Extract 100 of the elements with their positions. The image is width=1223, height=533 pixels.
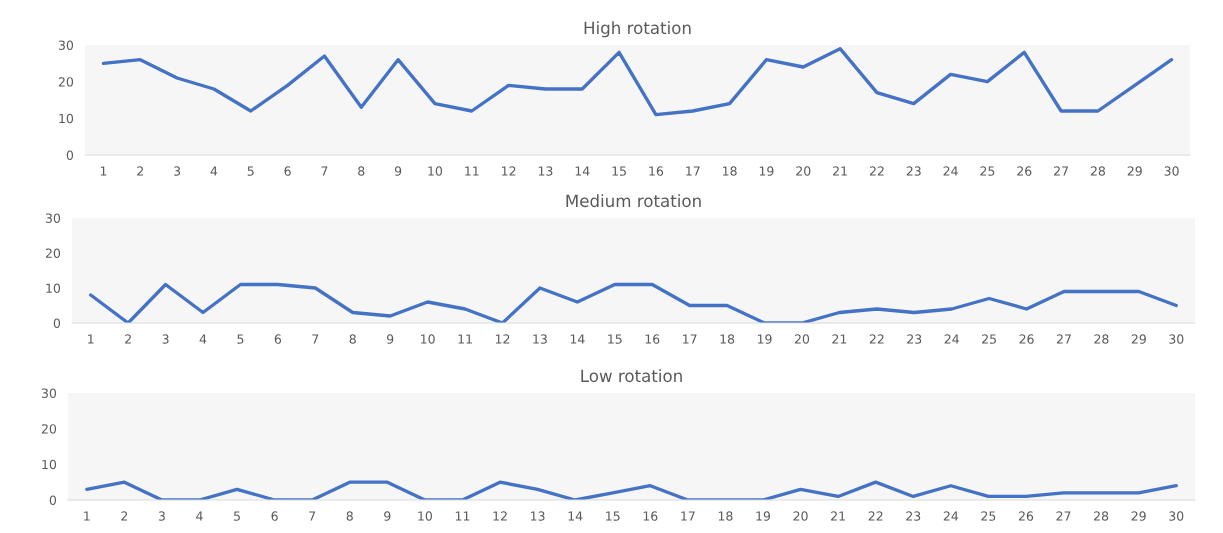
x-tick-label: 23 [906,166,921,176]
x-tick-label: 15 [612,166,626,176]
x-tick-label: 7 [309,511,316,521]
x-tick-label: 25 [981,511,996,521]
x-tick-label: 14 [568,511,583,521]
x-tick-label: 3 [174,166,181,176]
x-tick-label: 8 [346,511,353,521]
x-tick-label: 5 [234,511,240,521]
x-tick-label: 19 [759,166,774,176]
x-tick-label: 6 [271,511,278,521]
x-tick-label: 3 [162,334,169,344]
x-tick-label: 16 [645,334,660,344]
x-tick-label: 12 [495,334,510,344]
x-tick-label: 4 [210,166,218,176]
x-tick-label: 3 [158,511,165,521]
y-tick-label: 20 [45,248,61,258]
y-tick-label: 0 [53,318,61,328]
x-tick-label: 24 [943,166,958,176]
x-tick-label: 17 [683,334,697,344]
x-tick-label: 30 [1169,334,1184,344]
x-tick-label: 20 [794,334,810,344]
x-tick-label: 7 [321,166,328,176]
x-tick-label: 26 [1018,511,1034,521]
x-tick-label: 16 [649,166,664,176]
x-tick-label: 22 [869,334,884,344]
x-tick-label: 17 [686,166,700,176]
y-tick-label: 0 [66,150,74,160]
x-tick-label: 6 [284,166,291,176]
line-series [89,282,1178,323]
x-tick-label: 14 [575,166,590,176]
x-tick-label: 13 [538,166,553,176]
x-tick-label: 13 [531,511,545,521]
x-tick-label: 22 [869,166,884,176]
x-tick-label: 12 [502,166,516,176]
x-tick-label: 21 [832,334,847,344]
x-tick-label: 4 [196,511,203,521]
y-tick-label: 10 [59,113,74,124]
x-tick-label: 1 [84,511,90,521]
y-tick-label: 20 [41,424,57,434]
x-tick-label: 15 [608,334,622,344]
x-tick-label: 22 [868,511,883,521]
x-tick-label: 11 [465,166,479,176]
x-tick-label: 8 [349,334,356,344]
x-tick-label: 20 [796,166,811,176]
x-tick-label: 18 [718,511,733,521]
x-tick-label: 24 [944,334,959,344]
x-tick-label: 4 [199,334,207,344]
x-tick-label: 23 [907,334,922,344]
x-tick-label: 9 [384,511,391,521]
line-series [85,480,1178,500]
x-tick-label: 12 [493,511,507,521]
x-tick-label: 11 [455,511,470,521]
x-tick-label: 8 [358,166,365,176]
x-tick-label: 28 [1090,166,1106,176]
x-tick-label: 21 [831,511,845,521]
x-tick-label: 1 [88,334,94,344]
x-tick-label: 18 [723,166,737,176]
x-tick-label: 7 [312,334,319,344]
y-tick-label: 30 [41,388,57,398]
x-tick-label: 15 [606,511,620,521]
x-tick-label: 20 [793,511,808,521]
x-tick-label: 26 [1019,334,1034,344]
x-tick-label: 29 [1127,166,1142,176]
x-tick-label: 21 [833,166,847,176]
x-tick-label: 5 [247,166,254,176]
x-tick-label: 23 [906,511,921,521]
x-tick-label: 25 [980,166,995,176]
y-tick-label: 30 [58,40,74,50]
x-tick-label: 5 [237,334,244,344]
x-tick-label: 28 [1094,511,1109,521]
y-tick-label: 20 [58,77,74,87]
x-tick-label: 10 [421,334,435,344]
y-tick-label: 10 [42,459,57,470]
chart-title: High rotation [584,21,691,38]
x-tick-label: 27 [1056,334,1071,344]
x-tick-label: 14 [570,334,585,344]
line-series [101,47,1174,117]
x-tick-label: 29 [1131,334,1146,344]
x-tick-label: 2 [137,166,143,176]
x-tick-label: 10 [428,166,443,176]
x-tick-label: 2 [125,334,131,344]
chart-title: Medium rotation [566,194,701,208]
y-tick-label: 0 [49,495,57,505]
x-tick-label: 18 [720,334,735,344]
x-tick-label: 24 [943,511,959,521]
x-tick-label: 17 [681,511,695,521]
x-tick-label: 29 [1131,511,1146,521]
x-tick-label: 19 [756,511,771,521]
x-tick-label: 6 [274,334,282,344]
x-tick-label: 9 [394,166,402,176]
y-tick-label: 30 [45,213,61,223]
y-tick-label: 10 [46,283,61,293]
x-tick-label: 30 [1164,166,1179,176]
x-tick-label: 9 [386,334,394,344]
x-tick-label: 13 [533,334,547,344]
x-tick-label: 1 [100,166,107,176]
x-tick-label: 28 [1094,334,1109,344]
x-tick-label: 11 [458,334,472,344]
x-tick-label: 30 [1169,511,1184,521]
x-tick-label: 27 [1056,511,1071,521]
